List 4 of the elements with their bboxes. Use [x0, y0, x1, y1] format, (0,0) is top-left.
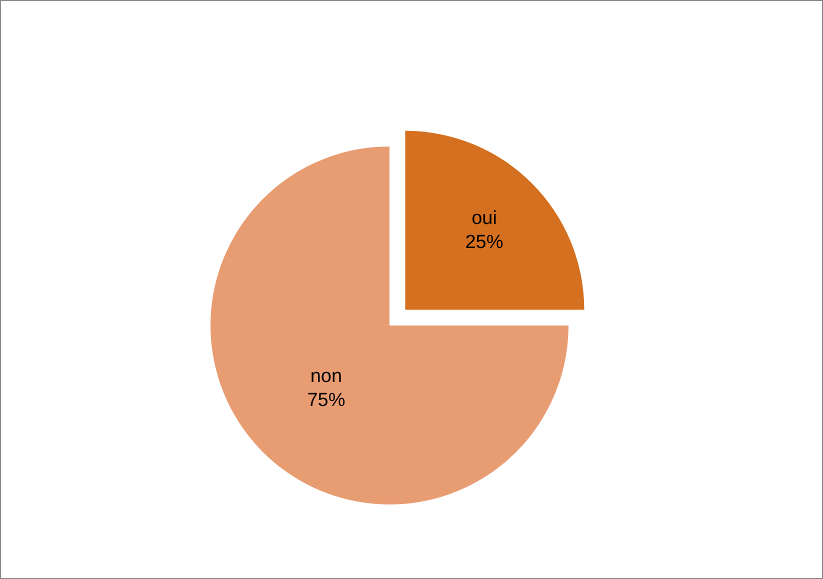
slice-label: oui: [472, 208, 497, 229]
slice-label: non: [310, 366, 342, 388]
data-label: 75%: [307, 390, 346, 412]
data-label: 25%: [465, 232, 504, 253]
